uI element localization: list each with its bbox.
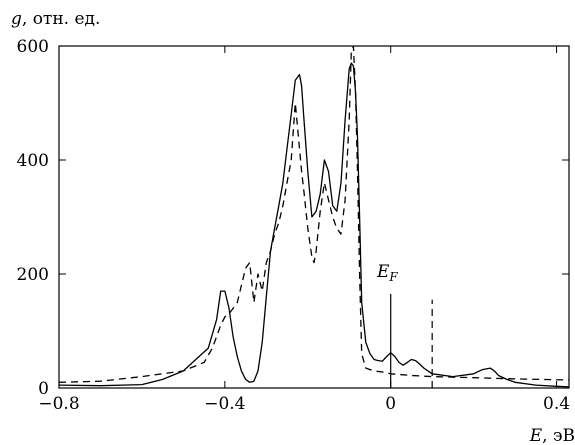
fermi-level-subscript: F: [388, 270, 398, 284]
y-axis-symbol: g: [11, 9, 22, 29]
plot-frame: [58, 45, 570, 389]
y-tick-label: 600: [17, 37, 49, 57]
annotation-markers: [390, 293, 433, 388]
x-axis-symbol: E: [529, 426, 543, 445]
x-tick-label: −0.8: [38, 394, 79, 414]
x-tick-label: 0.4: [543, 394, 570, 414]
fermi-level-label: EF: [376, 262, 398, 284]
y-tick-label: 400: [17, 151, 49, 171]
tick-labels: −0.8 −0.4 0 0.4 0 200 400 600: [17, 37, 571, 414]
fermi-level-symbol: E: [376, 262, 390, 282]
data-series: [58, 45, 570, 388]
solid-series-line: [58, 62, 570, 388]
axis-ticks: [58, 45, 569, 389]
dashed-series-line: [58, 45, 570, 383]
x-tick-label: 0: [385, 394, 396, 414]
x-axis-unit: , эВ: [542, 426, 575, 445]
y-axis-unit: , отн. ед.: [22, 9, 101, 29]
y-tick-label: 200: [17, 265, 49, 285]
y-tick-label: 0: [38, 379, 49, 399]
x-tick-label: −0.4: [204, 394, 245, 414]
x-axis-title: E, эВ: [529, 426, 575, 445]
y-axis-title: g, отн. ед.: [11, 9, 100, 29]
